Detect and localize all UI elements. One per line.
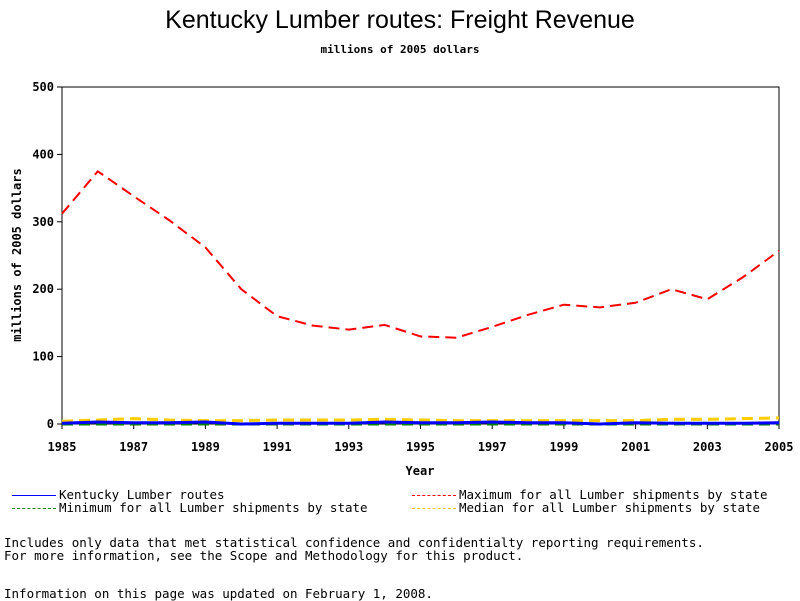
x-tick-label: 1999 (549, 440, 578, 454)
y-axis-label: millions of 2005 dollars (10, 168, 24, 341)
x-tick-label: 1995 (406, 440, 435, 454)
series-group (61, 170, 780, 426)
legend-swatch-median (412, 508, 456, 509)
y-tick-label: 500 (32, 80, 54, 94)
y-tick-label: 400 (32, 147, 54, 161)
legend-swatch-kentucky (12, 495, 56, 496)
y-axis: 0 100 200 300 400 500 (32, 80, 62, 431)
x-tick-label: 2005 (765, 440, 794, 454)
note-confidence: Includes only data that met statistical … (4, 535, 704, 550)
x-tick-label: 1985 (48, 440, 77, 454)
x-tick-label: 1989 (191, 440, 220, 454)
note-updated: Information on this page was updated on … (4, 586, 433, 601)
legend-swatch-maximum (412, 495, 456, 496)
x-tick-label: 2001 (621, 440, 650, 454)
x-tick-label: 1987 (119, 440, 148, 454)
legend-label-median: Median for all Lumber shipments by state (459, 500, 761, 515)
y-tick-label: 0 (47, 417, 54, 431)
series-kentucky-lumber-routes (61, 420, 780, 426)
y-tick-label: 300 (32, 215, 54, 229)
y-tick-label: 200 (32, 282, 54, 296)
note-methodology: For more information, see the Scope and … (4, 548, 524, 563)
x-tick-label: 1991 (263, 440, 292, 454)
legend-label-minimum: Minimum for all Lumber shipments by stat… (59, 500, 368, 515)
legend-label-kentucky: Kentucky Lumber routes (59, 487, 225, 502)
x-tick-label: 1997 (478, 440, 507, 454)
legend-label-maximum: Maximum for all Lumber shipments by stat… (459, 487, 768, 502)
x-axis: 1985 1987 1989 1991 1993 1995 1997 1999 2001 2003… (48, 424, 794, 454)
legend-item-kentucky: Kentucky Lumber routes (12, 487, 225, 502)
x-axis-label: Year (406, 464, 435, 478)
chart-title: Kentucky Lumber routes: Freight Revenue (165, 6, 635, 34)
legend-swatch-minimum (12, 508, 56, 509)
x-tick-label: 1993 (334, 440, 363, 454)
legend-item-maximum: Maximum for all Lumber shipments by stat… (412, 487, 768, 502)
legend-item-minimum: Minimum for all Lumber shipments by stat… (12, 500, 368, 515)
series-maximum (61, 170, 780, 339)
y-tick-label: 100 (32, 350, 54, 364)
legend-item-median: Median for all Lumber shipments by state (412, 500, 760, 515)
x-tick-label: 2003 (693, 440, 722, 454)
series-median (61, 416, 780, 423)
chart-subtitle: millions of 2005 dollars (320, 43, 480, 56)
plot-frame (61, 86, 780, 425)
